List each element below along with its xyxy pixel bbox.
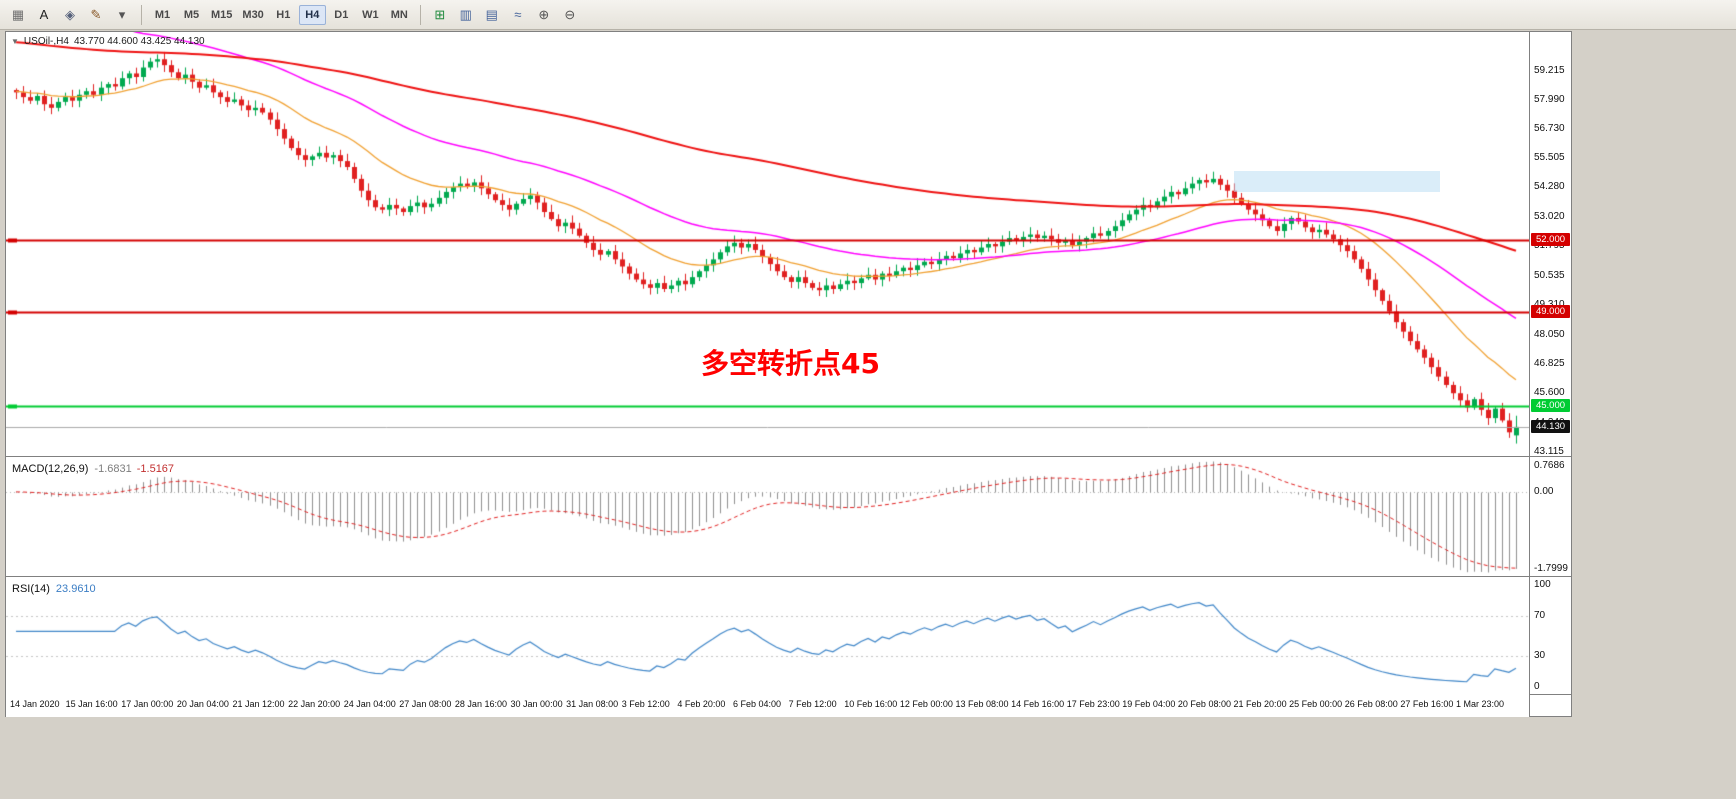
time-axis-label: 10 Feb 16:00 <box>844 699 898 709</box>
chart-window: ▼ USOil-,H4 43.770 44.600 43.425 44.130 … <box>5 31 1572 717</box>
price-level-badge: 49.000 <box>1531 304 1570 318</box>
price-axis-label: 55.505 <box>1534 152 1565 164</box>
time-axis-label: 13 Feb 08:00 <box>955 699 1009 709</box>
timeframe-mn-button[interactable]: MN <box>386 5 413 25</box>
time-axis-label: 17 Feb 23:00 <box>1066 699 1120 709</box>
chart-bars-icon[interactable]: ▥ <box>454 4 478 26</box>
price-level-badge: 52.000 <box>1531 233 1570 247</box>
time-axis-label: 27 Jan 08:00 <box>399 699 452 709</box>
draw-tools-icon[interactable]: ✎ <box>84 4 108 26</box>
macd-scale-label: 0.00 <box>1534 485 1554 497</box>
main-toolbar: ▦ A ◈ ✎ ▾ M1 M5 M15 M30 H1 H4 D1 W1 MN ⊞ ▥ ▤ ≈ ⊕ ⊖ <box>0 0 1736 30</box>
grid-icon[interactable]: ▦ <box>6 4 30 26</box>
price-axis-label: 45.600 <box>1534 387 1565 399</box>
text-label-icon[interactable]: A <box>32 4 56 26</box>
timeframe-m30-button[interactable]: M30 <box>238 5 267 25</box>
time-axis-label: 12 Feb 00:00 <box>899 699 953 709</box>
time-axis-label: 21 Jan 12:00 <box>232 699 285 709</box>
rsi-scale-label: 70 <box>1534 609 1546 621</box>
time-axis-label: 1 Mar 23:00 <box>1456 699 1505 709</box>
rsi-value: 23.9610 <box>55 583 96 595</box>
time-axis-label: 7 Feb 12:00 <box>788 699 837 709</box>
timeframe-h1-button[interactable]: H1 <box>270 5 297 25</box>
watermark-box <box>1234 171 1440 192</box>
rsi-label: RSI(14) 23.9610 <box>12 583 96 595</box>
rsi-name: RSI(14) <box>12 583 50 595</box>
time-axis-label: 24 Jan 04:00 <box>343 699 396 709</box>
price-axis-label: 54.280 <box>1534 181 1565 193</box>
price-axis-label: 56.730 <box>1534 123 1565 135</box>
timeframe-w1-button[interactable]: W1 <box>357 5 384 25</box>
time-axis-label: 14 Feb 16:00 <box>1011 699 1065 709</box>
time-axis-label: 15 Jan 16:00 <box>65 699 118 709</box>
time-axis-label: 21 Feb 20:00 <box>1233 699 1287 709</box>
time-axis[interactable]: 14 Jan 2020 15 Jan 16:00 17 Jan 00:00 20 Ja… <box>6 694 1529 717</box>
chart-header: ▼ USOil-,H4 43.770 44.600 43.425 44.130 <box>11 36 205 47</box>
toolbar-chart-group: ⊞ ▥ ▤ ≈ ⊕ ⊖ <box>428 4 582 26</box>
macd-name: MACD(12,26,9) <box>12 463 89 475</box>
time-axis-label: 20 Jan 04:00 <box>176 699 229 709</box>
time-axis-label: 19 Feb 04:00 <box>1122 699 1176 709</box>
chart-candles-icon[interactable]: ▤ <box>480 4 504 26</box>
chart-line-icon[interactable]: ≈ <box>506 4 530 26</box>
time-axis-label: 22 Jan 20:00 <box>288 699 341 709</box>
time-axis-label: 20 Feb 08:00 <box>1177 699 1231 709</box>
time-axis-label: 3 Feb 12:00 <box>621 699 670 709</box>
macd-signal-value: -1.5167 <box>136 463 175 475</box>
rsi-chart-canvas[interactable] <box>6 578 1529 694</box>
time-axis-label: 17 Jan 00:00 <box>121 699 174 709</box>
macd-scale-label: 0.7686 <box>1534 460 1565 471</box>
toolbar-timeframe-group: M1 M5 M15 M30 H1 H4 D1 W1 MN <box>149 4 413 25</box>
price-level-badge: 45.000 <box>1531 399 1570 413</box>
price-axis-label: 50.535 <box>1534 270 1565 282</box>
candlestick-chart-canvas[interactable] <box>6 32 1529 456</box>
zoom-out-icon[interactable]: ⊖ <box>558 4 582 26</box>
toolbar-separator <box>141 4 142 25</box>
time-axis-label: 6 Feb 04:00 <box>733 699 782 709</box>
rsi-scale-label: 0 <box>1534 681 1540 692</box>
price-axis-label: 46.825 <box>1534 358 1565 370</box>
timeframe-m15-button[interactable]: M15 <box>207 5 236 25</box>
time-axis-label: 27 Feb 16:00 <box>1400 699 1454 709</box>
macd-main-value: -1.6831 <box>94 463 132 475</box>
new-order-icon[interactable]: ⊞ <box>428 4 452 26</box>
price-axis-label: 53.020 <box>1534 211 1565 223</box>
time-axis-label: 4 Feb 20:00 <box>677 699 726 709</box>
time-axis-label: 25 Feb 00:00 <box>1289 699 1343 709</box>
time-axis-label: 14 Jan 2020 <box>10 699 60 709</box>
macd-scale-label: -1.7999 <box>1534 563 1568 574</box>
rsi-indicator-pane[interactable]: RSI(14) 23.9610 <box>6 576 1571 694</box>
timeframe-h4-button[interactable]: H4 <box>298 4 326 25</box>
toolbar-draw-group: ▦ A ◈ ✎ ▾ <box>6 4 134 26</box>
time-axis-label: 30 Jan 00:00 <box>510 699 563 709</box>
price-chart-pane[interactable]: ▼ USOil-,H4 43.770 44.600 43.425 44.130 … <box>6 32 1571 456</box>
timeframe-m5-button[interactable]: M5 <box>178 5 205 25</box>
textbox-icon[interactable]: ◈ <box>58 4 82 26</box>
toolbar-separator <box>419 4 421 25</box>
price-axis-label: 57.990 <box>1534 93 1565 105</box>
one-click-trading-arrow-icon[interactable]: ▼ <box>11 37 19 46</box>
ohlc-values-label: 43.770 44.600 43.425 44.130 <box>73 36 205 47</box>
chart-annotation-text: 多空转折点45 <box>701 347 880 380</box>
price-axis-label: 59.215 <box>1534 64 1565 76</box>
draw-tools-caret-icon[interactable]: ▾ <box>110 4 134 26</box>
time-axis-label: 31 Jan 08:00 <box>566 699 619 709</box>
price-axis-label: 43.115 <box>1534 445 1564 457</box>
price-axis[interactable]: 59.21557.99056.73055.50554.28053.02051.7… <box>1529 32 1571 717</box>
timeframe-d1-button[interactable]: D1 <box>328 5 355 25</box>
macd-chart-canvas[interactable] <box>6 458 1529 576</box>
symbol-timeframe-label: USOil-,H4 <box>23 36 69 47</box>
time-axis-label: 28 Jan 16:00 <box>454 699 507 709</box>
time-axis-label: 26 Feb 08:00 <box>1344 699 1398 709</box>
zoom-in-icon[interactable]: ⊕ <box>532 4 556 26</box>
macd-label: MACD(12,26,9) -1.6831 -1.5167 <box>12 463 174 475</box>
rsi-scale-label: 100 <box>1534 579 1551 590</box>
macd-indicator-pane[interactable]: MACD(12,26,9) -1.6831 -1.5167 <box>6 456 1571 576</box>
current-price-badge: 44.130 <box>1531 419 1570 433</box>
timeframe-m1-button[interactable]: M1 <box>149 5 176 25</box>
price-axis-label: 48.050 <box>1534 329 1565 340</box>
rsi-scale-label: 30 <box>1534 650 1546 662</box>
